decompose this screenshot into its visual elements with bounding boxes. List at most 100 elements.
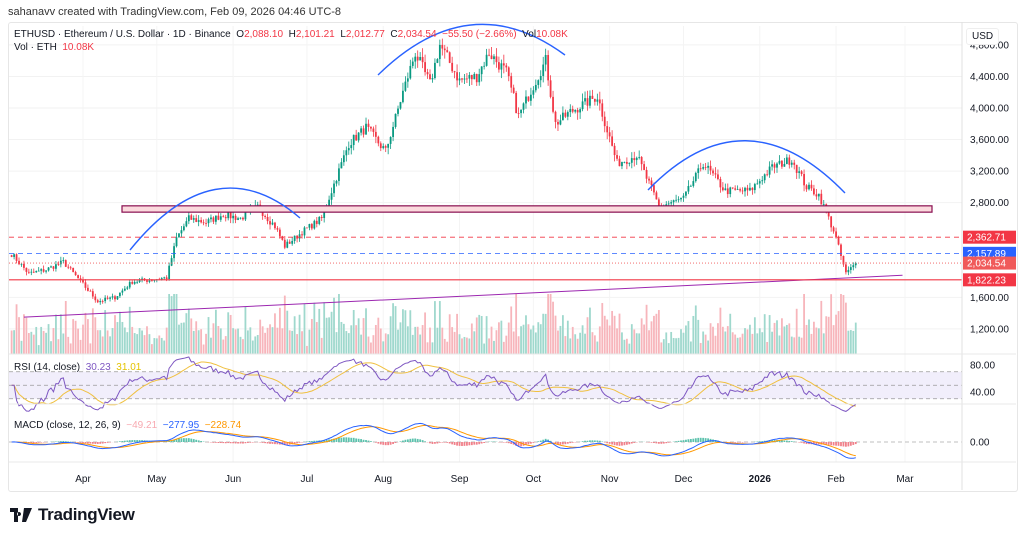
volume-indicator-label[interactable]: Vol · ETH	[14, 42, 57, 53]
candle-body	[758, 181, 761, 184]
volume-bar	[456, 313, 458, 354]
candle-body	[37, 270, 40, 272]
macd-histogram-bar	[429, 442, 431, 444]
candle-body	[342, 155, 345, 163]
high-label: H	[288, 29, 296, 40]
volume-bar	[699, 342, 702, 354]
candle-body	[242, 217, 244, 220]
volume-bar	[554, 315, 557, 354]
volume-bar	[114, 315, 116, 354]
volume-bar	[30, 331, 33, 354]
macd-histogram-bar	[699, 437, 702, 442]
volume-bars	[10, 294, 857, 354]
candle-body	[539, 75, 542, 81]
macd-label[interactable]: MACD (close, 12, 26, 9)	[14, 420, 121, 431]
macd-histogram-bar	[266, 442, 269, 444]
volume-bar	[512, 331, 515, 354]
volume-bar	[318, 308, 321, 354]
macd-histogram-bar	[628, 442, 631, 445]
volume-bar	[421, 325, 424, 354]
candle-body	[630, 158, 633, 163]
volume-legend: Vol · ETH 10.08K	[14, 42, 94, 53]
volume-bar	[670, 331, 673, 354]
macd-histogram-bar	[367, 440, 370, 442]
candle-body	[687, 186, 690, 192]
candle-body	[714, 173, 717, 175]
candle-body	[702, 167, 705, 169]
macd-histogram-bar	[249, 442, 252, 443]
volume-bar	[338, 294, 340, 354]
volume-bar	[62, 333, 65, 354]
rsi-label[interactable]: RSI (14, close)	[14, 362, 81, 373]
candle-body	[128, 282, 131, 288]
vol-value: 10.08K	[536, 29, 568, 40]
macd-histogram-bar	[62, 440, 65, 442]
macd-histogram-bar	[131, 440, 134, 442]
volume-bar	[601, 303, 604, 354]
volume-bar	[173, 294, 175, 354]
volume-bar	[106, 330, 109, 354]
symbol-title[interactable]: ETHUSD · Ethereum / U.S. Dollar · 1D · B…	[14, 29, 231, 40]
volume-bar	[308, 329, 311, 354]
volume-bar	[409, 310, 412, 354]
macd-histogram-bar	[30, 442, 33, 444]
volume-bar	[687, 321, 690, 354]
candle-body	[522, 103, 525, 110]
macd-histogram-bar	[89, 442, 92, 444]
macd-histogram-bar	[704, 438, 707, 442]
candle-body	[94, 296, 97, 301]
macd-histogram-bar	[82, 442, 84, 443]
candle-body	[854, 263, 857, 266]
volume-bar	[542, 313, 545, 354]
macd-histogram-bar	[702, 437, 705, 442]
macd-histogram-bar	[227, 442, 230, 444]
candle-body	[817, 193, 820, 197]
macd-histogram-bar	[87, 442, 89, 444]
macd-histogram-bar	[808, 442, 810, 445]
candle-body	[64, 260, 67, 267]
left-shoulder-arc	[129, 187, 301, 251]
candle-body	[50, 266, 52, 268]
candle-body	[212, 217, 215, 222]
volume-bar	[387, 334, 390, 354]
candle-body	[803, 174, 805, 186]
macd-histogram-bar	[298, 442, 301, 443]
macd-histogram-bar	[431, 442, 434, 444]
volume-bar	[123, 327, 126, 354]
price-tag	[963, 230, 1016, 244]
volume-bar	[402, 309, 404, 354]
volume-bar	[315, 322, 318, 354]
candle-body	[842, 256, 845, 265]
volume-bar	[734, 334, 737, 354]
volume-bar	[522, 324, 525, 354]
candle-body	[20, 263, 23, 265]
macd-histogram-bar	[542, 439, 545, 442]
macd-histogram-bar	[589, 440, 591, 442]
macd-histogram-bar	[244, 442, 247, 444]
candle-body	[170, 258, 173, 266]
macd-histogram-bar	[618, 442, 621, 446]
candle-body	[394, 113, 397, 127]
ohlc-legend: ETHUSD · Ethereum / U.S. Dollar · 1D · B…	[14, 29, 568, 40]
macd-histogram-bar	[306, 441, 308, 442]
candle-body	[822, 204, 825, 205]
candle-body	[618, 158, 621, 167]
macd-histogram-bar	[790, 441, 793, 442]
macd-histogram-bar	[212, 442, 215, 443]
volume-bar	[271, 327, 274, 354]
candle-body	[52, 266, 55, 269]
volume-bar	[345, 331, 348, 354]
volume-bar	[419, 334, 422, 354]
volume-bar	[109, 336, 111, 354]
currency-label[interactable]: USD	[966, 28, 1000, 45]
volume-bar	[751, 333, 754, 354]
macd-histogram-bar	[586, 440, 589, 442]
volume-bar	[133, 333, 136, 354]
macd-histogram-bar	[183, 438, 185, 442]
volume-bar	[362, 318, 365, 354]
candle-body	[286, 241, 289, 248]
macd-histogram-bar	[387, 442, 390, 446]
macd-histogram-bar	[402, 440, 404, 442]
candle-body	[126, 287, 129, 289]
